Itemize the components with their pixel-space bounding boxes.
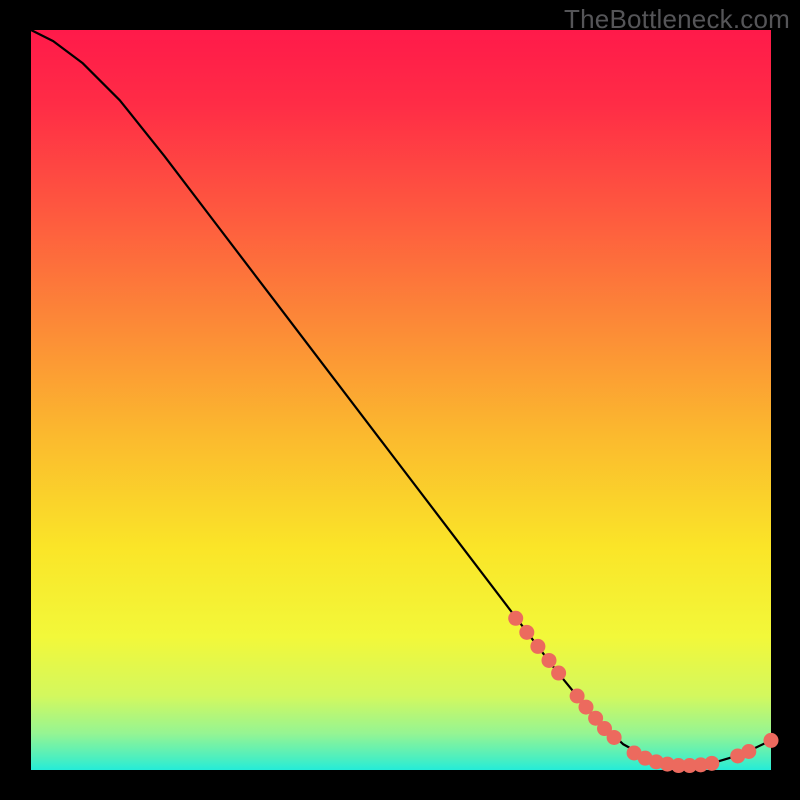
- marker-point: [607, 730, 622, 745]
- marker-point: [542, 653, 557, 668]
- marker-point: [508, 611, 523, 626]
- marker-point: [741, 744, 756, 759]
- marker-point: [764, 733, 779, 748]
- bottleneck-chart: TheBottleneck.com: [0, 0, 800, 800]
- marker-point: [551, 666, 566, 681]
- marker-point: [704, 756, 719, 771]
- watermark-text: TheBottleneck.com: [564, 4, 790, 35]
- plot-background: [31, 30, 771, 770]
- marker-point: [530, 639, 545, 654]
- plot-svg: [0, 0, 800, 800]
- marker-point: [519, 625, 534, 640]
